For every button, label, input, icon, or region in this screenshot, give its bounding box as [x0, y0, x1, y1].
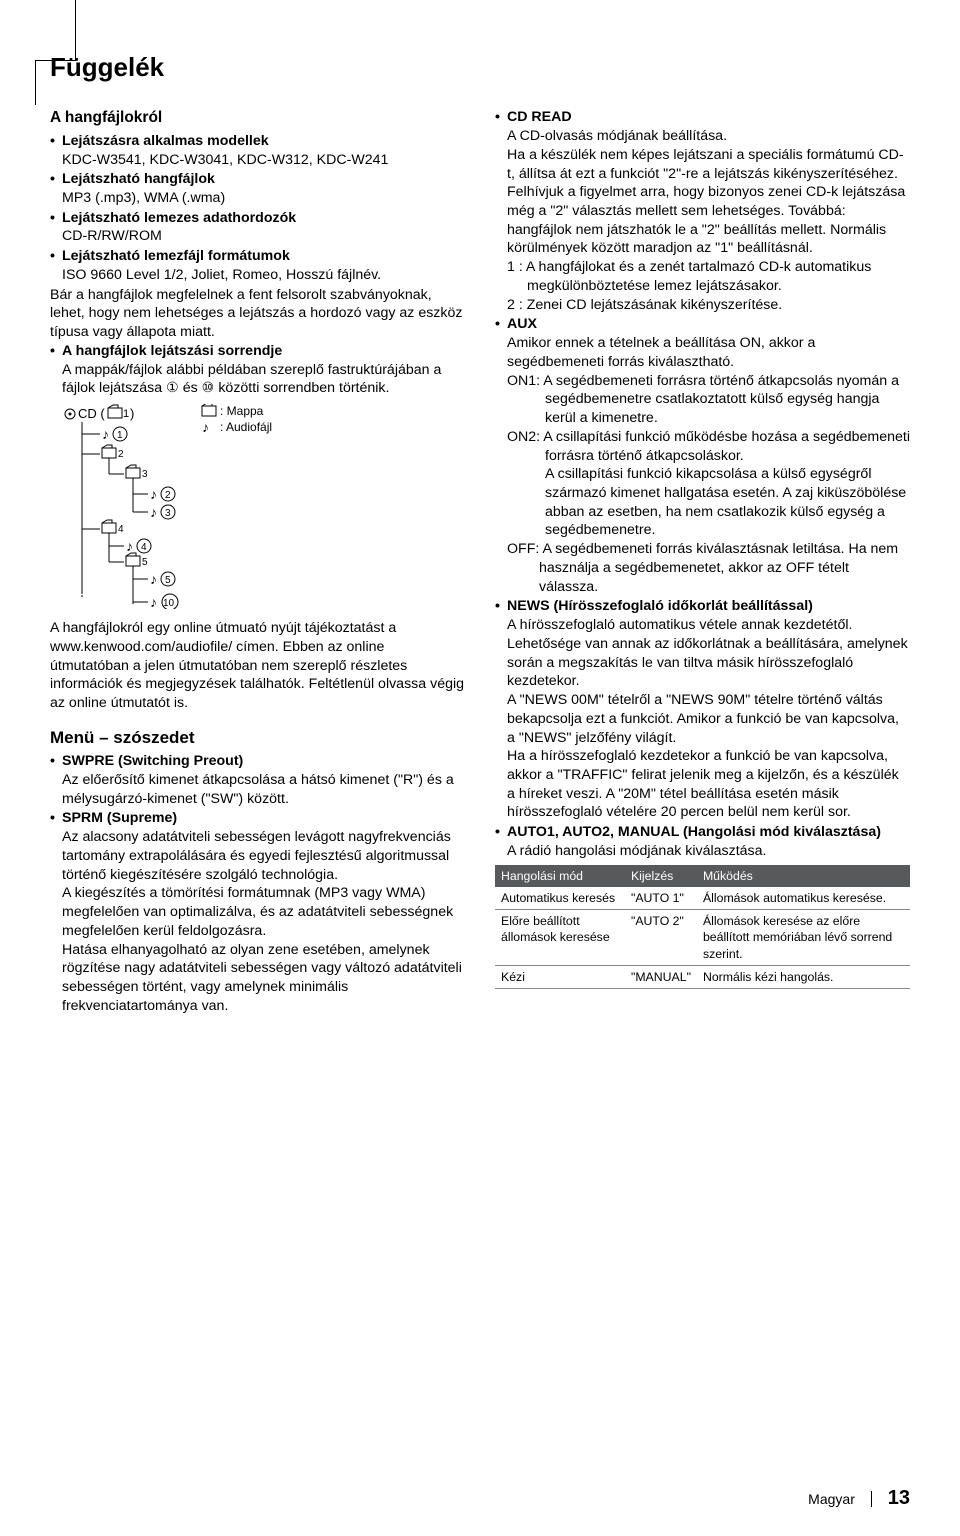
sub-item: 1 : A hangfájlokat és a zenét tartalmazó… [527, 258, 910, 295]
svg-text:3: 3 [165, 508, 171, 519]
svg-text:♪: ♪ [102, 426, 109, 442]
list-item: Lejátszható lemezes adathordozók CD-R/RW/… [50, 209, 465, 246]
item-body: Amikor ennek a tételnek a beállítása ON,… [507, 335, 815, 370]
content-columns: A hangfájlokról Lejátszásra alkalmas mod… [50, 108, 910, 1016]
sub-item: 2 : Zenei CD lejátszásának kikényszeríté… [507, 296, 910, 315]
svg-text:5: 5 [165, 575, 171, 586]
list-item: AUTO1, AUTO2, MANUAL (Hangolási mód kivá… [495, 823, 910, 860]
svg-text:♪: ♪ [126, 538, 133, 554]
menu-title: Menü – szószedet [50, 727, 465, 749]
svg-text:10: 10 [163, 598, 175, 609]
item-title: AUTO1, AUTO2, MANUAL (Hangolási mód kivá… [507, 824, 881, 840]
list-item: Lejátszásra alkalmas modellek KDC-W3541, … [50, 132, 465, 169]
right-list: CD READ A CD-olvasás módjának beállítása… [495, 108, 910, 860]
item-title: Lejátszható hangfájlok [62, 171, 215, 187]
table-cell: Előre beállított állomások keresése [495, 910, 625, 966]
item-title: SWPRE (Switching Preout) [62, 753, 243, 769]
list-item: SPRM (Supreme) Az alacsony adatátviteli s… [50, 809, 465, 1015]
tuning-mode-table: Hangolási mód Kijelzés Működés Automatik… [495, 865, 910, 989]
table-cell: Normális kézi hangolás. [697, 965, 910, 988]
svg-text:4: 4 [118, 524, 124, 535]
list-item: A hangfájlok lejátszási sorrendje A mapp… [50, 342, 465, 398]
table-header: Működés [697, 865, 910, 887]
sub-item: ON1: A segédbemeneti forrásra történő át… [545, 372, 910, 428]
svg-text:♪: ♪ [150, 571, 157, 587]
page-title: Függelék [50, 50, 910, 84]
table-cell: Állomások keresése az előre beállított m… [697, 910, 910, 966]
item-body: ISO 9660 Level 1/2, Joliet, Romeo, Hossz… [62, 267, 381, 283]
list-item: AUX Amikor ennek a tételnek a beállítása… [495, 315, 910, 596]
svg-text:1: 1 [117, 430, 123, 441]
table-cell: "AUTO 1" [625, 887, 697, 910]
item-title: AUX [507, 316, 537, 332]
menu-list: SWPRE (Switching Preout) Az előerősítő ki… [50, 752, 465, 1015]
item-body: Az alacsony adatátviteli sebességen levá… [62, 829, 462, 1014]
footer-language: Magyar [808, 1491, 855, 1507]
header-rule-horizontal [35, 60, 76, 61]
list-item: CD READ A CD-olvasás módjának beállítása… [495, 108, 910, 314]
sub-item: ON2: A csillapítási funkció működésbe ho… [545, 428, 910, 540]
list-item: Lejátszható lemezfájl formátumok ISO 9660… [50, 247, 465, 284]
sub-item: OFF: A segédbemeneti forrás kiválasztásn… [539, 540, 910, 596]
svg-text:♪: ♪ [150, 486, 157, 502]
item-body: A mappák/fájlok alábbi példában szereplő… [62, 362, 441, 397]
file-info-list: Lejátszásra alkalmas modellek KDC-W3541, … [50, 132, 465, 285]
svg-text:: Mappa: : Mappa [220, 404, 264, 418]
table-header: Kijelzés [625, 865, 697, 887]
folder-tree-diagram: CD ( 1) : Mappa ♪ : Audiofájl ♪ 1 2 [50, 404, 465, 609]
item-title: SPRM (Supreme) [62, 810, 177, 826]
table-row: Automatikus keresés "AUTO 1" Állomások a… [495, 887, 910, 910]
item-body: A CD-olvasás módjának beállítása. Ha a k… [507, 128, 905, 256]
footer-separator [871, 1491, 872, 1507]
svg-text:5: 5 [142, 557, 148, 568]
left-column: A hangfájlokról Lejátszásra alkalmas mod… [50, 108, 465, 1016]
header-rule-vertical-2 [35, 60, 36, 105]
right-column: CD READ A CD-olvasás módjának beállítása… [495, 108, 910, 1016]
svg-text:2: 2 [165, 490, 171, 501]
item-title: Lejátszható lemezes adathordozók [62, 210, 296, 226]
svg-text:CD (: CD ( [78, 406, 105, 421]
table-row: Előre beállított állomások keresése "AUT… [495, 910, 910, 966]
svg-text:♪: ♪ [150, 504, 157, 520]
svg-text:♪: ♪ [202, 419, 209, 435]
table-cell: Kézi [495, 965, 625, 988]
item-title: Lejátszásra alkalmas modellek [62, 133, 269, 149]
item-title: A hangfájlok lejátszási sorrendje [62, 343, 282, 359]
list-item: Lejátszható hangfájlok MP3 (.mp3), WMA (.… [50, 170, 465, 207]
list-item: NEWS (Hírösszefoglaló időkorlát beállítá… [495, 597, 910, 822]
svg-text:1: 1 [123, 408, 129, 420]
table-cell: Automatikus keresés [495, 887, 625, 910]
item-body: A hírösszefoglaló automatikus vétele ann… [507, 617, 908, 820]
item-body: Az előerősítő kimenet átkapcsolása a hát… [62, 772, 454, 807]
svg-text:4: 4 [141, 542, 147, 553]
svg-text:2: 2 [118, 449, 124, 460]
table-cell: Állomások automatikus keresése. [697, 887, 910, 910]
table-header: Hangolási mód [495, 865, 625, 887]
svg-text:3: 3 [142, 469, 148, 480]
paragraph: Bár a hangfájlok megfelelnek a fent fels… [50, 286, 465, 342]
svg-text:: Audiofájl: : Audiofájl [220, 420, 272, 434]
item-title: Lejátszható lemezfájl formátumok [62, 248, 290, 264]
list-item: SWPRE (Switching Preout) Az előerősítő ki… [50, 752, 465, 808]
svg-text:): ) [130, 406, 134, 421]
header-rule-vertical [75, 0, 76, 60]
table-cell: "MANUAL" [625, 965, 697, 988]
online-guide-note: A hangfájlokról egy online útmuató nyújt… [50, 619, 465, 713]
table-cell: "AUTO 2" [625, 910, 697, 966]
item-title: NEWS (Hírösszefoglaló időkorlát beállítá… [507, 598, 813, 614]
footer-page-number: 13 [888, 1487, 910, 1509]
left-heading: A hangfájlokról [50, 108, 465, 128]
footer: Magyar 13 [808, 1485, 910, 1511]
item-title: CD READ [507, 109, 572, 125]
item-body: A rádió hangolási módjának kiválasztása. [507, 843, 766, 859]
table-row: Kézi "MANUAL" Normális kézi hangolás. [495, 965, 910, 988]
item-body: CD-R/RW/ROM [62, 228, 162, 244]
item-body: KDC-W3541, KDC-W3041, KDC-W312, KDC-W241 [62, 152, 388, 168]
item-body: MP3 (.mp3), WMA (.wma) [62, 190, 225, 206]
order-list: A hangfájlok lejátszási sorrendje A mapp… [50, 342, 465, 398]
svg-text:♪: ♪ [150, 594, 157, 609]
